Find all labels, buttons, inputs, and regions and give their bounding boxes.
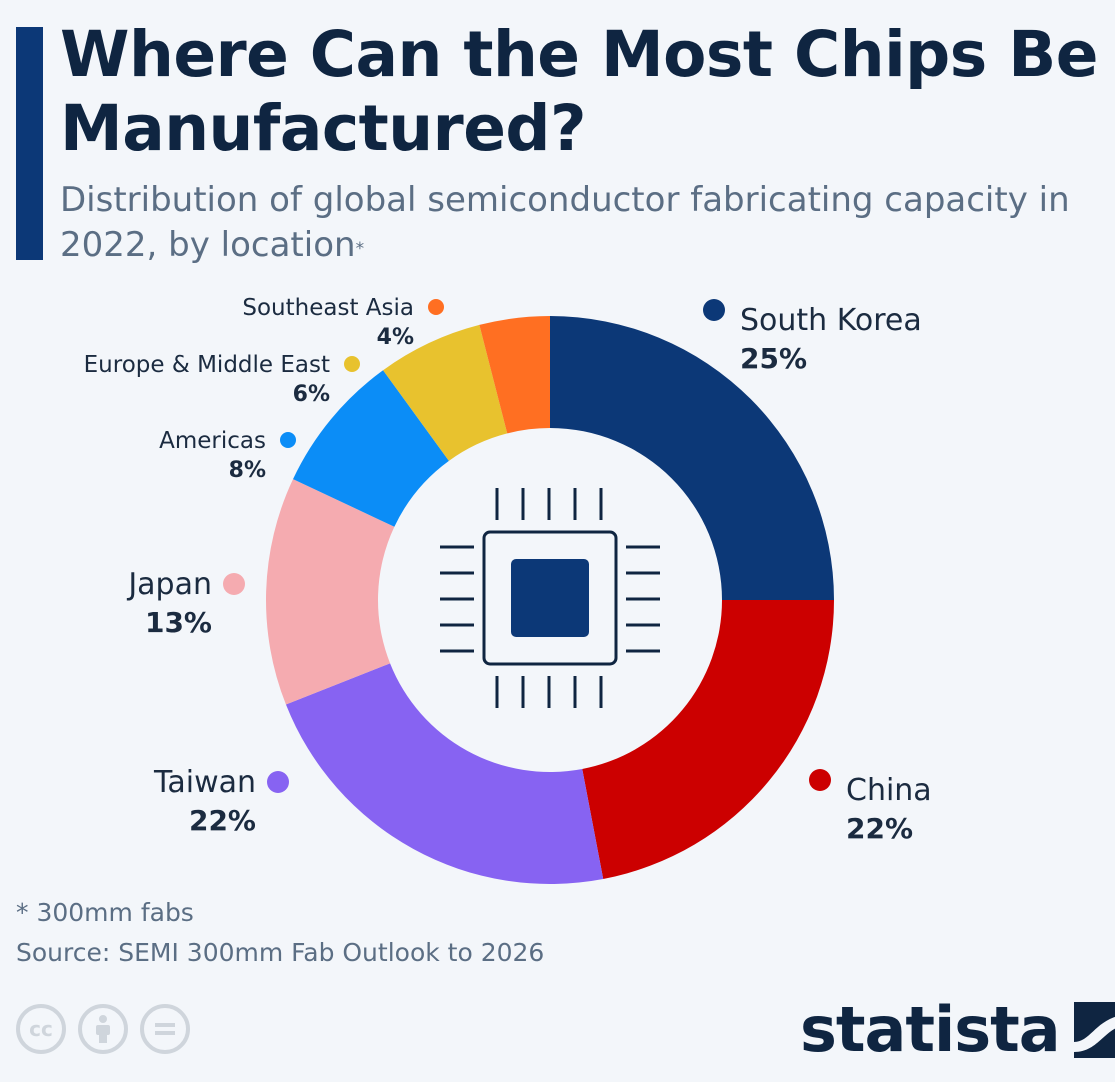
data-label-southeast-asia: 4% [377,325,414,350]
slice-europe-and-middle-east [383,324,508,461]
data-label-japan: 13% [145,606,212,639]
slice-south-korea [550,316,834,600]
person-glyph [96,1015,110,1043]
label-name-americas: Americas [159,428,266,454]
microchip-icon [440,488,660,708]
label-china: China 22% [809,769,932,845]
footnote: * 300mm fabs [16,898,194,927]
legend-dot-japan [223,573,245,595]
data-label-americas: 8% [229,458,266,483]
data-label-china: 22% [846,812,913,845]
chart-subtitle-text: Distribution of global semiconductor fab… [60,180,1070,265]
brand-wordmark: statista [800,993,1061,1066]
legend-dot-southeast-asia [428,299,444,315]
slice-china [582,600,835,879]
slice-taiwan [285,663,604,885]
chart-subtitle: Distribution of global semiconductor fab… [60,178,1100,268]
slice-southeast-asia [479,316,550,434]
legend-dot-china [809,769,831,791]
chart-title: Where Can the Most Chips Be Manufactured… [60,18,1098,165]
label-japan: Japan 13% [126,567,245,639]
title-accent-bar [16,27,43,260]
label-europe-and-middle-east: Europe & Middle East 6% [84,352,360,407]
legend-dot-south-korea [703,299,725,321]
label-name-south-korea: South Korea [740,303,922,338]
slice-labels: South Korea 25% China 22% Taiwan 22% Japan 13% A… [84,295,932,845]
label-name-japan: Japan [126,567,212,602]
legend-dot-taiwan [267,771,289,793]
slice-americas [293,370,449,527]
slice-japan [265,479,395,705]
label-south-korea: South Korea 25% [703,299,922,375]
data-label-south-korea: 25% [740,342,807,375]
data-label-europe-and-middle-east: 6% [293,382,330,407]
equals-glyph [155,1023,175,1035]
label-name-taiwan: Taiwan [153,765,256,800]
donut-slices [265,316,835,885]
data-label-taiwan: 22% [189,804,256,837]
attribution-icon[interactable] [78,1004,128,1054]
label-taiwan: Taiwan 22% [153,765,289,837]
no-derivatives-icon[interactable] [140,1004,190,1054]
label-southeast-asia: Southeast Asia 4% [242,295,444,350]
license-icons: cc [16,1004,190,1054]
label-name-southeast-asia: Southeast Asia [242,295,414,321]
source-note: Source: SEMI 300mm Fab Outlook to 2026 [16,938,545,967]
cc-icon[interactable]: cc [16,1004,66,1054]
label-name-china: China [846,773,932,808]
statista-logo-icon [1073,1002,1115,1058]
subtitle-footnote-marker: * [355,239,365,259]
label-americas: Americas 8% [159,428,296,483]
legend-dot-americas [280,432,296,448]
statista-logo[interactable]: statista [800,995,1115,1065]
legend-dot-europe-and-middle-east [344,356,360,372]
label-name-europe-and-middle-east: Europe & Middle East [84,352,330,378]
